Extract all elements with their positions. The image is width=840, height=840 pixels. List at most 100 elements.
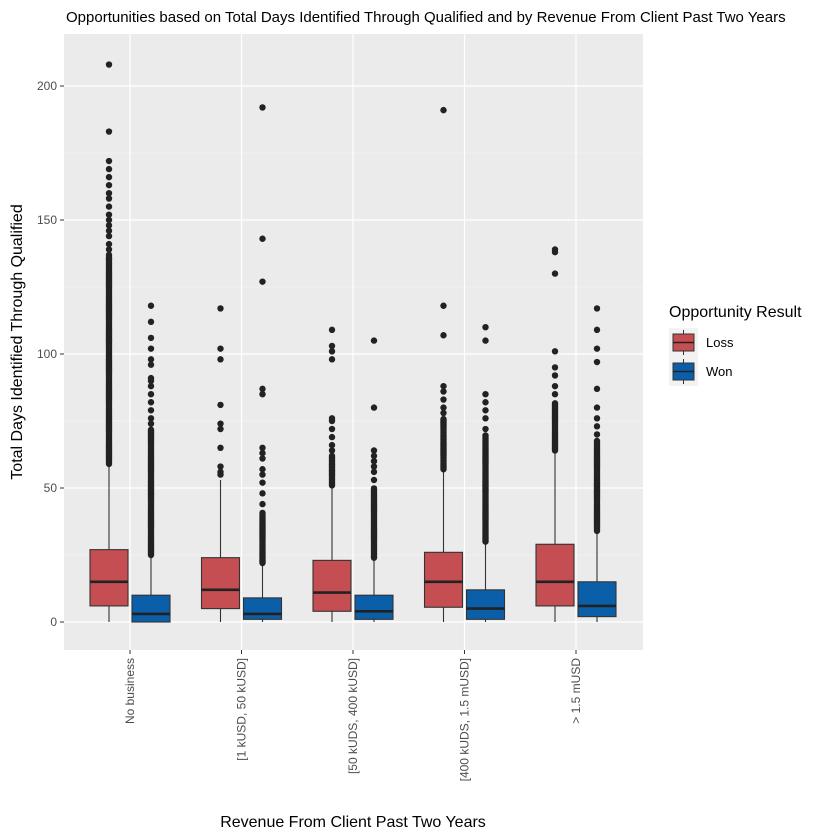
box-loss <box>423 106 464 622</box>
outlier-point <box>440 302 447 309</box>
outlier-point <box>147 361 155 368</box>
box-iqr <box>200 557 241 610</box>
box-iqr <box>423 551 464 608</box>
outlier-point <box>259 385 266 393</box>
outlier-point <box>482 399 489 406</box>
x-tick-label: [1 kUSD, 50 kUSD] <box>235 658 249 761</box>
outlier-point <box>105 190 113 197</box>
x-tick-label: [50 kUDS, 400 kUSD] <box>346 658 360 774</box>
outlier-point <box>593 404 601 411</box>
outlier-point <box>482 425 489 433</box>
y-axis-ticks: 0 50 100 150 200 <box>37 79 64 629</box>
outlier-point <box>105 173 113 181</box>
outlier-point <box>370 452 378 460</box>
outlier-point <box>217 425 224 433</box>
outlier-point <box>259 278 266 285</box>
outlier-point <box>259 235 266 242</box>
y-tick-label: 0 <box>50 615 57 629</box>
outlier-point <box>593 415 601 422</box>
legend-item-won: Won <box>669 357 733 386</box>
outlier-point <box>328 447 336 454</box>
outlier-point <box>593 358 601 366</box>
box-won <box>465 324 506 622</box>
outlier-point <box>217 345 224 352</box>
x-tick-label: [400 kUDS, 1.5 mUSD] <box>458 658 472 781</box>
outlier-point <box>551 348 559 355</box>
outlier-point <box>147 334 155 342</box>
outlier-point <box>551 382 559 390</box>
grid-lines <box>64 34 643 650</box>
outlier-point <box>328 342 336 350</box>
legend: Opportunity Result Loss Won <box>669 304 802 386</box>
outlier-point <box>440 388 447 395</box>
outlier-point <box>440 396 447 403</box>
outlier-point <box>259 471 266 478</box>
outlier-point <box>147 382 155 390</box>
outlier-point <box>105 222 113 229</box>
outlier-point <box>440 332 447 339</box>
box-iqr <box>465 589 506 620</box>
y-tick-label: 150 <box>37 213 57 227</box>
outlier-point <box>328 441 336 449</box>
legend-title: Opportunity Result <box>669 304 802 321</box>
outlier-point <box>259 449 266 457</box>
outlier-point <box>328 433 336 441</box>
outlier-point <box>147 345 155 352</box>
outlier-point <box>440 409 447 417</box>
outlier-point <box>328 415 336 422</box>
outlier-point <box>551 246 559 253</box>
outlier-point <box>147 407 155 414</box>
x-axis-title: Revenue From Client Past Two Years <box>220 814 486 831</box>
outlier-point <box>105 181 113 189</box>
outlier-point <box>551 400 559 407</box>
legend-label: Loss <box>706 335 734 350</box>
outlier-point <box>147 420 155 427</box>
y-tick-label: 50 <box>44 481 58 495</box>
x-tick-label: No business <box>123 658 137 724</box>
outlier-point <box>551 372 559 379</box>
outlier-point <box>370 468 378 476</box>
outlier-point <box>217 401 224 409</box>
box-loss <box>89 61 129 622</box>
outlier-point <box>328 425 336 433</box>
x-axis-ticks: No business [1 kUSD, 50 kUSD] [50 kUDS, 40… <box>123 650 583 781</box>
outlier-point <box>147 415 155 422</box>
outlier-point <box>147 391 155 398</box>
outlier-point <box>259 444 266 451</box>
outlier-point <box>370 458 378 465</box>
outlier-point <box>593 305 601 312</box>
box-iqr <box>535 543 575 607</box>
box-loss <box>200 305 241 622</box>
outlier-point <box>440 404 447 411</box>
outlier-point <box>482 432 489 439</box>
outlier-point <box>482 337 489 344</box>
box-won <box>242 104 283 622</box>
outlier-point <box>328 356 336 363</box>
y-axis-title: Total Days Identified Through Qualified <box>9 204 26 479</box>
outlier-point <box>259 466 266 473</box>
outlier-point <box>370 476 378 484</box>
chart-title: Opportunities based on Total Days Identi… <box>66 9 786 26</box>
outlier-point <box>217 305 224 312</box>
outlier-point <box>147 356 155 363</box>
outlier-point <box>147 426 155 433</box>
legend-item-loss: Loss <box>669 328 734 357</box>
box-groups <box>89 61 617 623</box>
outlier-point <box>440 106 447 114</box>
box-won <box>577 305 617 622</box>
outlier-point <box>370 337 378 344</box>
outlier-point <box>328 326 336 334</box>
outlier-point <box>370 463 378 470</box>
outlier-point <box>593 326 601 334</box>
box-iqr <box>577 581 617 618</box>
box-won <box>354 337 394 622</box>
box-iqr <box>312 559 352 612</box>
outlier-point <box>328 348 336 355</box>
outlier-point <box>147 399 155 406</box>
outlier-point <box>105 227 113 234</box>
outlier-point <box>217 444 224 451</box>
outlier-point <box>593 345 601 352</box>
outlier-point <box>259 490 266 497</box>
outlier-point <box>259 104 266 111</box>
